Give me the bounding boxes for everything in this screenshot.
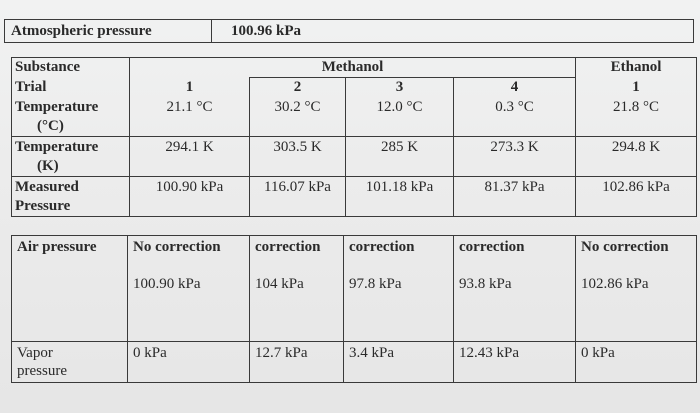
correction-header: correction: [249, 235, 344, 273]
temp-k-cell: 303.5 K: [249, 136, 346, 177]
pressure-cell: 100.90 kPa: [129, 176, 250, 217]
trial-cell: 1: [129, 77, 250, 97]
pressure-cell: 81.37 kPa: [452, 176, 577, 217]
temp-k-label: Temperature (K): [11, 136, 130, 177]
table-row: Trial 1 2 3 4 1: [11, 77, 698, 97]
temp-k-cell: 273.3 K: [452, 136, 577, 177]
corrections-table: Air pressure No correction correction co…: [11, 235, 697, 383]
temp-c-cell: 21.8 °C: [575, 97, 698, 137]
trial-label: Trial: [11, 77, 130, 97]
temp-c-label-line1: Temperature: [15, 99, 99, 115]
measurements-table: Substance Methanol Ethanol Trial 1 2 3 4…: [11, 57, 698, 217]
pressure-label-line1: Measured: [15, 179, 79, 195]
pressure-label: Measured Pressure: [11, 176, 130, 217]
vapor-value-cell: 3.4 kPa: [343, 341, 454, 383]
table-row: Air pressure No correction correction co…: [11, 235, 697, 273]
air-value-cell: 100.90 kPa: [127, 273, 250, 342]
atmospheric-divider: [211, 20, 212, 42]
air-value-cell: 102.86 kPa: [575, 273, 697, 342]
air-pressure-label: Air pressure: [11, 235, 128, 273]
temp-k-cell: 294.8 K: [575, 136, 698, 177]
table-row: Measured Pressure 100.90 kPa 116.07 kPa …: [11, 176, 698, 217]
temp-k-cell: 294.1 K: [129, 136, 250, 177]
temp-c-label-line2: (°C): [37, 118, 64, 134]
methanol-label: Methanol: [128, 57, 577, 78]
vapor-label-line2: pressure: [17, 363, 67, 379]
vapor-value-cell: 12.43 kPa: [453, 341, 576, 383]
table-row: 100.90 kPa 104 kPa 97.8 kPa 93.8 kPa 102…: [11, 273, 697, 342]
trial-cell: 3: [345, 77, 454, 97]
atmospheric-pressure-box: Atmospheric pressure 100.96 kPa: [4, 19, 694, 43]
table-row: Vapor pressure 0 kPa 12.7 kPa 3.4 kPa 12…: [11, 341, 697, 383]
correction-header: No correction: [575, 235, 697, 273]
temp-c-cell: 30.2 °C: [249, 97, 346, 137]
vapor-value-cell: 0 kPa: [127, 341, 250, 383]
vapor-pressure-label: Vapor pressure: [11, 341, 128, 383]
temp-c-label: Temperature (°C): [11, 97, 130, 137]
temp-k-label-line2: (K): [37, 158, 59, 174]
temp-c-cell: 21.1 °C: [129, 97, 250, 137]
table-row: Temperature (°C) 21.1 °C 30.2 °C 12.0 °C…: [11, 97, 698, 137]
correction-header: correction: [343, 235, 454, 273]
pressure-cell: 116.07 kPa: [249, 176, 346, 217]
air-value-cell: 97.8 kPa: [343, 273, 454, 342]
vapor-label-line1: Vapor: [17, 345, 53, 361]
trial-cell: 1: [575, 77, 698, 97]
correction-header: correction: [453, 235, 576, 273]
ethanol-label: Ethanol: [575, 57, 698, 78]
temp-k-label-line1: Temperature: [15, 139, 99, 155]
table-row: Temperature (K) 294.1 K 303.5 K 285 K 27…: [11, 136, 698, 177]
temp-c-cell: 0.3 °C: [452, 97, 577, 137]
atmospheric-pressure-label: Atmospheric pressure: [11, 23, 152, 39]
vapor-value-cell: 12.7 kPa: [249, 341, 344, 383]
temp-k-cell: 285 K: [345, 136, 454, 177]
trial-cell: 4: [452, 77, 577, 97]
vapor-value-cell: 0 kPa: [575, 341, 697, 383]
temp-c-cell: 12.0 °C: [345, 97, 454, 137]
air-value-cell: 104 kPa: [249, 273, 344, 342]
correction-header: No correction: [127, 235, 250, 273]
air-value-cell: 93.8 kPa: [453, 273, 576, 342]
trial-cell: 2: [249, 77, 346, 97]
pressure-label-line2: Pressure: [15, 198, 71, 214]
pressure-cell: 101.18 kPa: [345, 176, 454, 217]
pressure-cell: 102.86 kPa: [575, 176, 698, 217]
air-pressure-blank: [11, 273, 128, 342]
atmospheric-pressure-value: 100.96 kPa: [231, 23, 302, 39]
substance-label: Substance: [11, 57, 130, 78]
table-row: Substance Methanol Ethanol: [11, 57, 698, 78]
